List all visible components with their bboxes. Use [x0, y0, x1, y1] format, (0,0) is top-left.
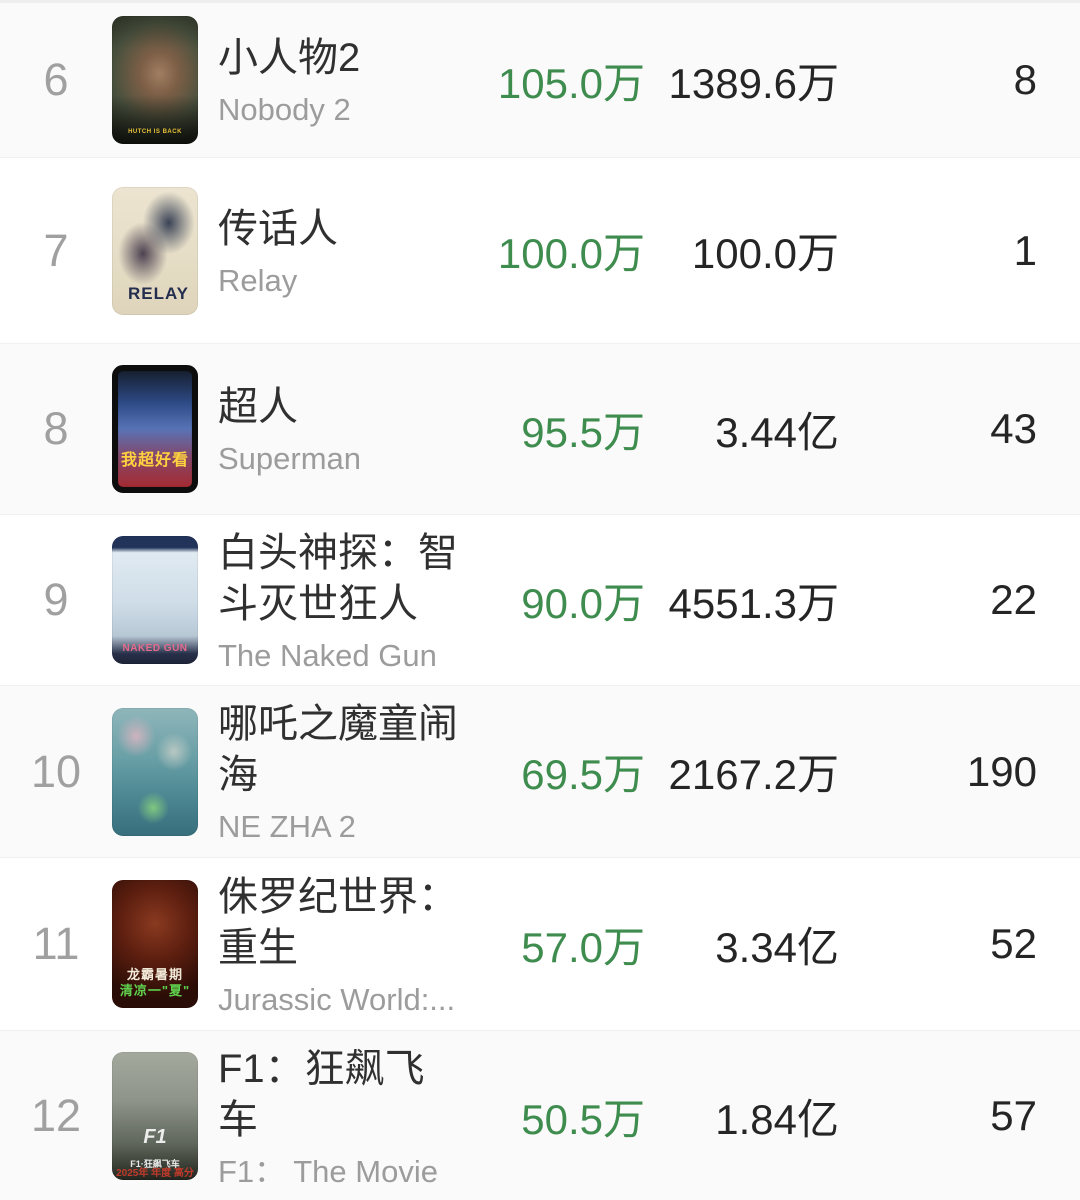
movie-row[interactable]: 8 我超好看 超人 Superman 95.5万 3.44亿 43 [0, 344, 1080, 515]
poster-caption: NAKED GUN [122, 642, 188, 654]
movie-info: 白头神探：智斗灭世狂人 The Naked Gun [218, 528, 460, 673]
movie-poster: RELAY [112, 186, 198, 315]
total-boxoffice: 1.84亿 [715, 1095, 839, 1143]
poster-caption: 龙霸暑期 [126, 966, 183, 982]
total-boxoffice: 3.34亿 [715, 923, 839, 971]
movie-subtitle: Nobody 2 [218, 93, 351, 127]
movie-poster [112, 707, 198, 836]
movie-row[interactable]: 7 RELAY 传话人 Relay 100.0万 100.0万 1 [0, 158, 1080, 344]
rank-number: 6 [43, 54, 69, 105]
poster-caption: 我超好看 [120, 452, 189, 469]
days-released: 57 [990, 1092, 1037, 1139]
movie-info: 超人 Superman [218, 382, 460, 476]
daily-boxoffice: 100.0万 [497, 230, 645, 277]
movie-poster: NAKED GUN [112, 536, 198, 664]
rank-number: 8 [43, 403, 69, 454]
days-released: 1 [1013, 226, 1037, 274]
movie-title: 超人 [218, 385, 298, 429]
movie-row[interactable]: 11 龙霸暑期 清凉一"夏" 侏罗纪世界：重生 Jurassic World:.… [0, 858, 1080, 1031]
movie-title: 小人物2 [218, 36, 361, 80]
movie-info: 哪吒之魔童闹海 NE ZHA 2 [218, 699, 460, 844]
movie-title: 白头神探：智斗灭世狂人 [218, 530, 458, 626]
daily-boxoffice: 69.5万 [521, 751, 645, 798]
movie-title: 传话人 [218, 206, 338, 251]
total-boxoffice: 100.0万 [691, 230, 839, 277]
movie-info: 侏罗纪世界：重生 Jurassic World:... [218, 872, 460, 1017]
movie-row[interactable]: 10 哪吒之魔童闹海 NE ZHA 2 69.5万 2167.2万 190 [0, 686, 1080, 858]
total-boxoffice: 1389.6万 [668, 59, 839, 107]
movie-subtitle: Jurassic World:... [218, 982, 456, 1017]
movie-subtitle: F1： The Movie [218, 1154, 438, 1189]
movie-subtitle: Superman [218, 442, 362, 476]
movie-info: F1：狂飙飞车 F1： The Movie [218, 1044, 460, 1189]
movie-info: 传话人 Relay [218, 204, 460, 298]
movie-subtitle: NE ZHA 2 [218, 810, 356, 844]
poster-caption: 2025年 年度 高分 [116, 1168, 194, 1180]
total-boxoffice: 2167.2万 [668, 751, 839, 798]
movie-info: 小人物2 Nobody 2 [218, 33, 460, 127]
total-boxoffice: 4551.3万 [668, 579, 839, 627]
movie-row[interactable]: 6 HUTCH IS BACK 小人物2 Nobody 2 105.0万 138… [0, 3, 1080, 158]
movie-poster: 我超好看 [112, 365, 198, 493]
poster-caption: F1·狂飙飞车 [130, 1158, 180, 1169]
rank-number: 11 [32, 918, 80, 969]
days-released: 190 [966, 747, 1037, 795]
movie-row[interactable]: 12 F1 2025年 年度 高分 F1·狂飙飞车 F1：狂飙飞车 F1： Th… [0, 1031, 1080, 1200]
movie-title: F1：狂飙飞车 [218, 1046, 425, 1142]
poster-caption: HUTCH IS BACK [128, 128, 182, 135]
days-released: 43 [990, 405, 1037, 452]
movie-poster: 龙霸暑期 清凉一"夏" [112, 880, 198, 1008]
total-boxoffice: 3.44亿 [715, 408, 839, 456]
daily-boxoffice: 90.0万 [521, 579, 645, 627]
f1-logo: F1 [143, 1126, 167, 1149]
days-released: 22 [990, 576, 1037, 623]
movie-row[interactable]: 9 NAKED GUN 白头神探：智斗灭世狂人 The Naked Gun 90… [0, 515, 1080, 686]
movie-title: 哪吒之魔童闹海 [218, 702, 458, 797]
daily-boxoffice: 50.5万 [521, 1095, 645, 1143]
poster-caption: 清凉一"夏" [119, 982, 191, 998]
rank-number: 12 [30, 1090, 82, 1141]
daily-boxoffice: 57.0万 [521, 923, 645, 971]
rank-number: 7 [43, 224, 69, 276]
movie-subtitle: The Naked Gun [218, 638, 437, 673]
days-released: 52 [990, 920, 1037, 967]
daily-boxoffice: 105.0万 [497, 59, 645, 107]
rank-number: 9 [43, 574, 69, 625]
days-released: 8 [1013, 56, 1037, 103]
movie-subtitle: Relay [218, 263, 298, 298]
daily-boxoffice: 95.5万 [521, 408, 645, 456]
poster-caption: RELAY [127, 284, 190, 304]
movie-title: 侏罗纪世界：重生 [218, 874, 458, 970]
movie-poster: HUTCH IS BACK [112, 16, 198, 144]
rank-number: 10 [30, 745, 82, 797]
movie-poster: F1 2025年 年度 高分 F1·狂飙飞车 [112, 1052, 198, 1180]
